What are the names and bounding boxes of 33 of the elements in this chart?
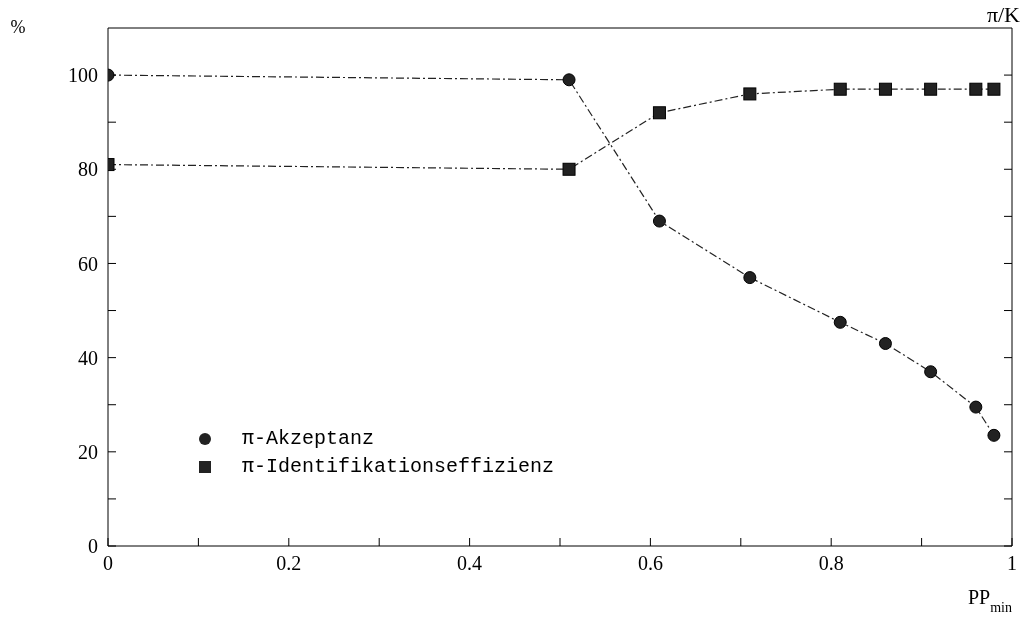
x-tick-label: 0.8 <box>818 552 844 575</box>
x-tick-label: 0.6 <box>637 552 663 575</box>
point <box>924 82 938 96</box>
x-tick-label: 0 <box>103 552 113 575</box>
legend-label: π-Akzeptanz <box>242 426 375 452</box>
y-axis-title: % <box>10 17 26 37</box>
point <box>743 271 757 285</box>
point <box>987 82 1001 96</box>
x-axis-title: PP$_{min}$ <box>967 586 1012 615</box>
y-tick-label: 60 <box>78 252 98 275</box>
point <box>924 365 938 379</box>
point <box>652 106 666 120</box>
point <box>562 162 576 176</box>
y-tick-label: 20 <box>78 440 98 463</box>
point <box>833 315 847 329</box>
y-tick-label: 80 <box>78 158 98 181</box>
point <box>878 82 892 96</box>
point <box>987 428 1001 442</box>
x-tick-label: 0.2 <box>276 552 302 575</box>
y-tick-label: 40 <box>78 346 98 369</box>
point <box>743 87 757 101</box>
legend-label: π-Identifikationseffizienz <box>242 454 555 480</box>
x-tick-label: 1 <box>1007 552 1017 575</box>
point <box>652 214 666 228</box>
point <box>878 337 892 351</box>
point <box>969 400 983 414</box>
point <box>969 82 983 96</box>
text: π/K <box>986 2 1020 28</box>
x-tick-label: 0.4 <box>457 552 483 575</box>
point <box>562 73 576 87</box>
point <box>833 82 847 96</box>
y-tick-label: 100 <box>68 64 98 87</box>
y-tick-label: 0 <box>88 535 98 558</box>
